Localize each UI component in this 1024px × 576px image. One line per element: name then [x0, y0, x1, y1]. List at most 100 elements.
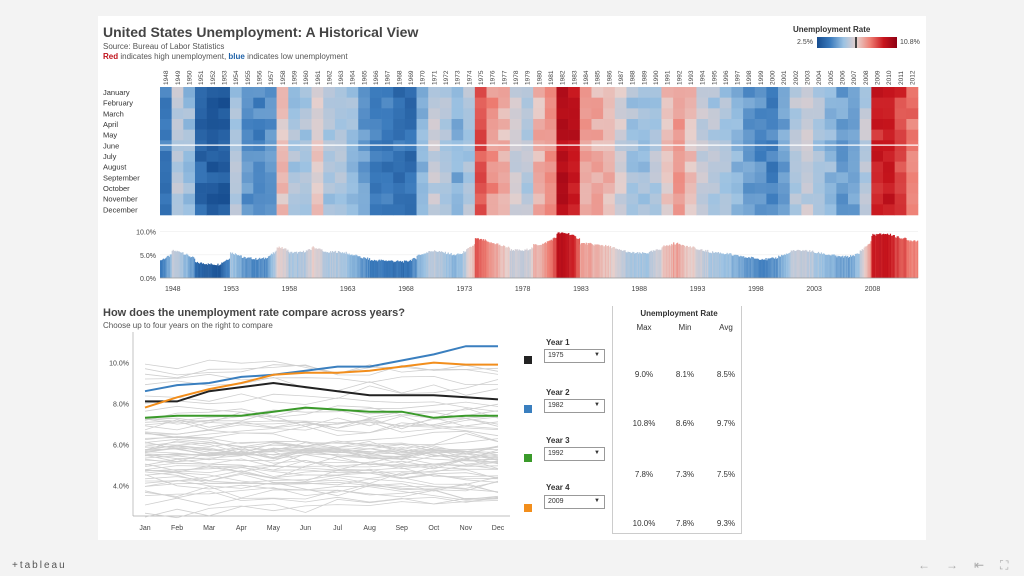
heatmap-cell	[743, 87, 756, 98]
heatmap-cell	[661, 119, 674, 130]
heatmap-cell	[160, 108, 172, 120]
area-bar	[216, 265, 218, 278]
heatmap-cell	[521, 129, 534, 141]
year-1-select[interactable]: 1975 ▼	[544, 349, 605, 363]
heatmap-cell	[323, 140, 336, 152]
area-bar	[616, 248, 618, 278]
redo-icon[interactable]: →	[946, 558, 958, 572]
heatmap-cell	[509, 129, 522, 141]
heatmap-cell	[323, 204, 336, 216]
area-bar	[267, 256, 270, 278]
heatmap-cell	[486, 119, 499, 130]
heatmap-cell	[673, 161, 686, 173]
heatmap-cell	[638, 108, 651, 120]
heatmap-cell	[673, 193, 686, 205]
heatmap-cell	[789, 129, 802, 141]
area-bar	[164, 258, 167, 278]
year-4-select[interactable]: 2009 ▼	[544, 495, 605, 509]
area-bar	[766, 260, 768, 278]
area-bar	[556, 233, 558, 278]
area-bar	[287, 249, 289, 278]
area-bar	[805, 249, 807, 278]
heatmap-cell	[288, 183, 301, 194]
area-bar	[575, 238, 578, 278]
heatmap-cell	[253, 119, 266, 130]
background-year-line	[144, 359, 499, 375]
area-bar	[914, 240, 916, 278]
heatmap-cell	[509, 119, 522, 130]
heatmap-cell	[836, 183, 849, 194]
heatmap-cell	[381, 151, 394, 162]
area-bar	[606, 246, 608, 278]
heatmap-cell	[638, 183, 651, 194]
heatmap-cell	[591, 140, 604, 152]
area-bar	[849, 256, 851, 278]
area-bar	[893, 235, 895, 278]
area-bar	[272, 252, 274, 278]
heatmap-cell	[509, 172, 522, 184]
heatmap-cell	[416, 129, 429, 141]
heatmap-cell	[883, 140, 895, 152]
heatmap-cell	[626, 151, 639, 162]
heatmap-year-label: 2012	[910, 70, 917, 85]
area-bar	[617, 249, 619, 278]
heatmap-cell	[696, 97, 709, 109]
heatmap-cell	[661, 204, 674, 216]
area-bar	[637, 252, 639, 278]
heatmap-year-label: 1978	[513, 70, 520, 85]
area-bar	[741, 256, 743, 278]
heatmap-cell	[603, 193, 616, 205]
heatmap-cell	[439, 172, 452, 184]
heatmap-cell	[428, 129, 441, 141]
heatmap-cell	[603, 151, 616, 162]
heatmap-cell	[824, 87, 837, 98]
area-bar	[231, 252, 234, 278]
heatmap-cell	[206, 161, 219, 173]
area-bar	[197, 263, 200, 278]
heatmap-cell	[369, 87, 382, 98]
revert-icon[interactable]: ⇤	[974, 558, 985, 572]
heatmap-year-label: 1980	[536, 70, 543, 85]
heatmap-cell	[218, 97, 231, 109]
area-bar	[330, 251, 332, 278]
heatmap-cell	[568, 204, 581, 216]
heatmap-cell	[358, 119, 371, 130]
area-bar	[689, 246, 691, 278]
heatmap-year-label: 1950	[186, 70, 193, 85]
area-bar	[533, 244, 535, 278]
area-bar	[675, 244, 677, 278]
area-bar	[213, 264, 215, 278]
area-bar	[748, 257, 751, 278]
heatmap-cell	[883, 193, 895, 205]
heatmap-cell	[264, 193, 277, 205]
year-3-select[interactable]: 1992 ▼	[544, 447, 605, 461]
area-bar	[237, 255, 239, 278]
line-x-tick: Feb	[171, 525, 183, 532]
heatmap-year-label: 1974	[466, 70, 473, 85]
undo-icon[interactable]: ←	[918, 558, 930, 572]
heatmap-cell	[299, 140, 312, 152]
heatmap-cell	[334, 151, 347, 162]
heatmap-cell	[311, 204, 324, 216]
chevron-down-icon: ▼	[594, 402, 600, 408]
heatmap-cell	[416, 108, 429, 120]
area-bar	[882, 234, 884, 278]
heatmap-cell	[276, 119, 289, 130]
year-2-select[interactable]: 1982 ▼	[544, 399, 605, 413]
heatmap-cell	[428, 140, 441, 152]
area-bar	[465, 251, 467, 278]
heatmap-cell	[661, 151, 674, 162]
area-bar	[625, 252, 627, 278]
area-bar	[177, 251, 179, 278]
heatmap-cell	[218, 87, 231, 98]
legend-marker	[855, 37, 857, 48]
area-bar	[296, 251, 298, 278]
stat-3-min: 7.3%	[675, 470, 695, 479]
heatmap-cell	[684, 119, 697, 130]
area-bar	[388, 260, 390, 278]
area-bar	[589, 242, 591, 278]
area-bar	[707, 249, 709, 278]
area-bar	[377, 260, 379, 278]
fullscreen-icon[interactable]: ⛶	[1000, 558, 1009, 572]
heatmap-cell	[743, 172, 756, 184]
